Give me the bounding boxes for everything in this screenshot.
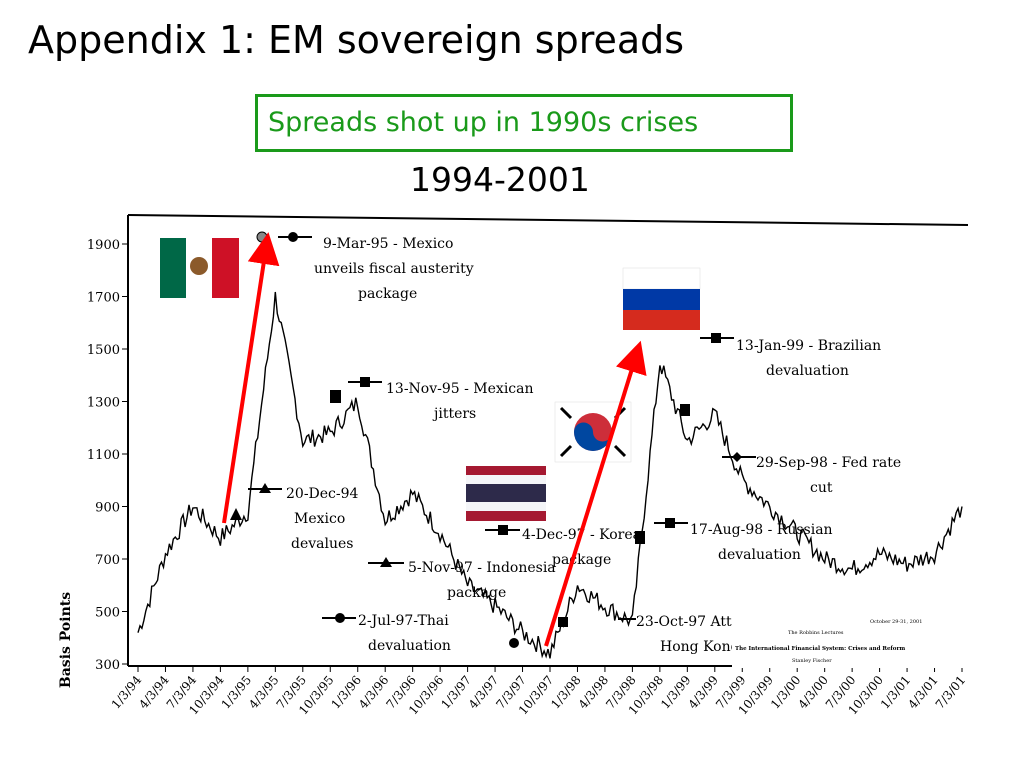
mexico-arrow [222, 232, 280, 524]
russia-flag [622, 267, 701, 330]
callout-box: Spreads shot up in 1990s crises [255, 94, 793, 152]
annotation-russian-devaluation: 17-Aug-98 - Russian devaluation [690, 522, 837, 563]
chart-subtitle: 1994-2001 [410, 160, 590, 199]
annotation-mexican-jitters: 13-Nov-95 - Mexican jitters [386, 381, 538, 422]
plot-frame [127, 214, 969, 667]
annotation-indonesia-package: 5-Nov-97 - Indonesia package [408, 560, 560, 601]
korea-flag [554, 401, 632, 463]
annotation-mexico-austerity: 9-Mar-95 - Mexico unveils fiscal austeri… [314, 236, 478, 302]
y-tick-label: 1100 [87, 448, 120, 463]
annotation-markers [230, 231, 756, 648]
annotation-fed-rate-cut: 29-Sep-98 - Fed rate cut [756, 455, 906, 496]
annotation-thai-devaluation: 2-Jul-97-Thai devaluation [358, 613, 453, 654]
mexico-flag [160, 238, 239, 298]
y-tick-label: 1700 [87, 291, 120, 306]
asia-russia-arrow [544, 340, 647, 647]
annotation-brazil-devaluation: 13-Jan-99 - Brazilian devaluation [736, 338, 886, 379]
card-date: October 29-31, 2001 [870, 619, 922, 625]
callout-text: Spreads shot up in 1990s crises [268, 107, 699, 138]
annotation-mexico-devalues: 20-Dec-94 Mexico devalues [286, 486, 363, 552]
y-axis-ticks: 1900 1700 1500 1300 1100 900 700 500 300 [87, 238, 128, 673]
card-author: Stanley Fischer [792, 658, 832, 664]
y-tick-label: 300 [95, 658, 120, 673]
y-tick-label: 1900 [87, 238, 120, 253]
lecture-card: October 29-31, 2001 The Robbins Lectures… [732, 614, 968, 668]
y-tick-label: 1500 [87, 343, 120, 358]
x-axis-ticks: 1/3/944/3/947/3/9410/3/941/3/954/3/957/3… [109, 666, 969, 717]
y-tick-label: 1300 [87, 396, 120, 411]
y-axis-title: Basis Points [58, 592, 74, 688]
card-title: The International Financial System: Cris… [735, 646, 905, 652]
spreads-chart: Basis Points 1900 1700 1500 1300 1100 900 700 5… [58, 214, 969, 717]
card-series: The Robbins Lectures [788, 630, 844, 636]
slide-title: Appendix 1: EM sovereign spreads [28, 18, 685, 62]
thailand-flag [466, 466, 546, 521]
y-tick-label: 500 [95, 606, 120, 621]
y-tick-label: 900 [95, 501, 120, 516]
y-tick-label: 700 [95, 553, 120, 568]
series-line [137, 291, 963, 659]
x-tick-label: 7/3/01 [933, 673, 969, 712]
